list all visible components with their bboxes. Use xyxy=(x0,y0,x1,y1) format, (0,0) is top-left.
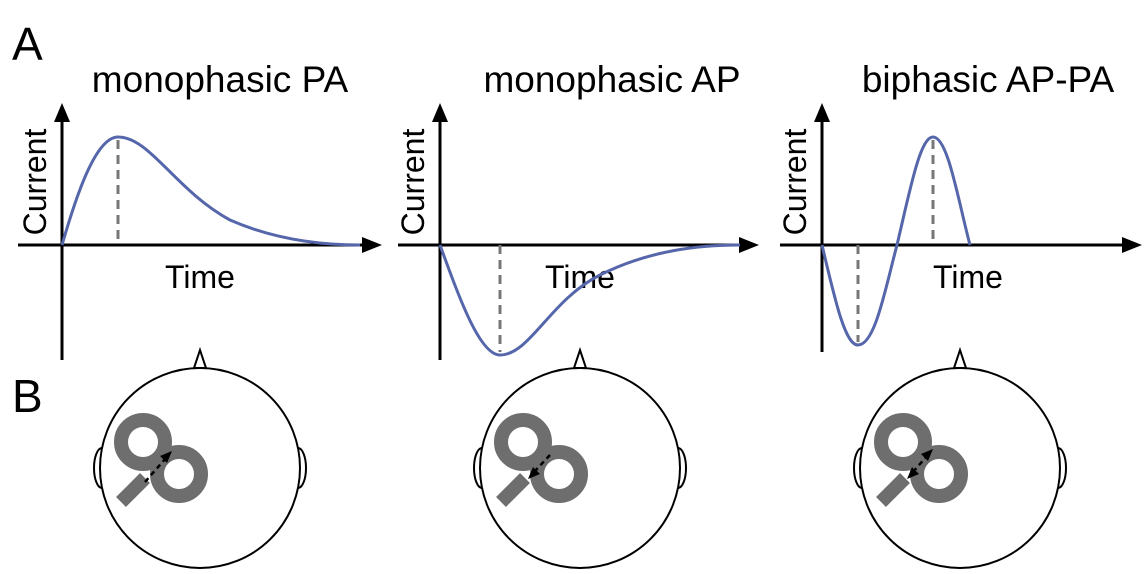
head xyxy=(474,350,686,568)
page: {"panel_labels": ["A", "B"], "panels": [… xyxy=(0,0,1145,574)
arrowhead xyxy=(1122,237,1142,253)
waveform-panel: monophasic AP Current Time xyxy=(395,59,759,360)
arrowhead xyxy=(54,103,70,122)
waveform-panel: biphasic AP-PA Current Time xyxy=(777,59,1142,352)
waveform xyxy=(822,137,970,345)
head xyxy=(94,350,306,568)
arrowhead xyxy=(814,103,830,122)
waveform-panel: monophasic PA Current Time xyxy=(17,59,382,360)
panel-title: monophasic PA xyxy=(92,59,349,100)
head xyxy=(854,350,1066,568)
x-label: Time xyxy=(545,259,615,295)
y-label: Current xyxy=(17,129,53,236)
y-label: Current xyxy=(777,129,813,236)
x-label: Time xyxy=(165,259,235,295)
arrowhead xyxy=(432,103,448,122)
panel-title: biphasic AP-PA xyxy=(862,59,1115,100)
panel-title: monophasic AP xyxy=(483,59,740,100)
figure: A B monophasic PA Current Time monophasi… xyxy=(0,0,1145,574)
panel-label: B xyxy=(12,370,43,422)
arrowhead xyxy=(362,237,382,253)
panel-label: A xyxy=(12,18,43,70)
x-label: Time xyxy=(933,259,1003,295)
waveform xyxy=(62,137,360,245)
y-label: Current xyxy=(395,129,431,236)
arrowhead xyxy=(739,237,759,253)
